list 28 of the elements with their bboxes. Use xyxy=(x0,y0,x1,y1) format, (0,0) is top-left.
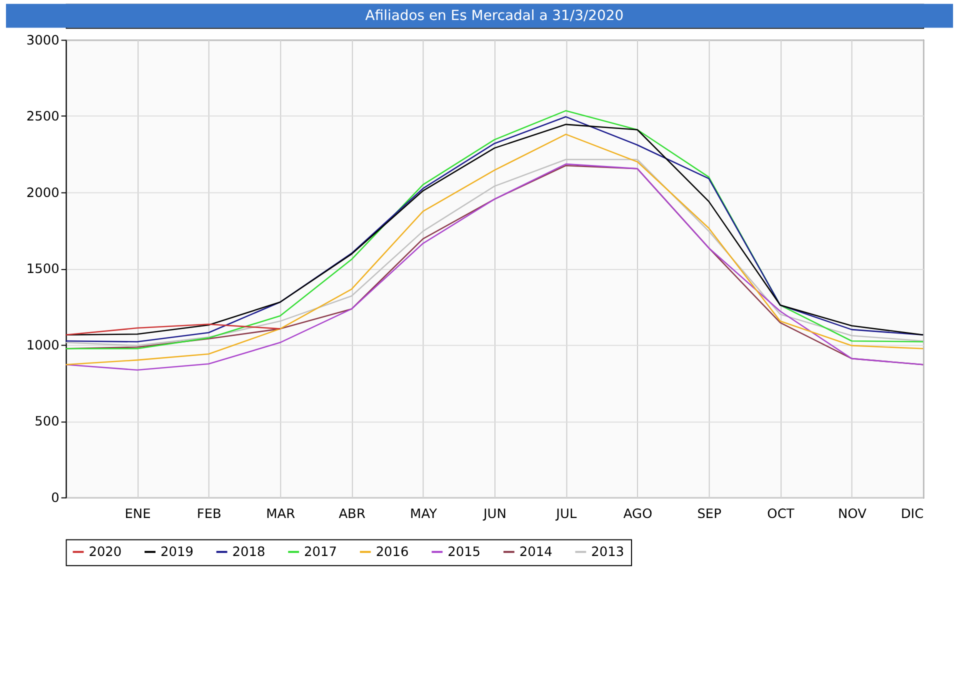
y-tick-label: 2500 xyxy=(26,110,60,125)
x-tick-label: JUN xyxy=(482,506,506,522)
x-tick-label: NOV xyxy=(838,506,867,522)
legend-label: 2016 xyxy=(376,544,409,560)
x-tick-label: MAY xyxy=(410,506,438,522)
chart-title: Afiliados en Es Mercadal a 31/3/2020 xyxy=(365,8,624,24)
legend-label: 2018 xyxy=(232,544,266,560)
x-tick-label: DIC xyxy=(900,506,924,522)
x-tick-label: JUL xyxy=(555,506,578,522)
x-tick-label: ABR xyxy=(338,506,366,522)
legend-label: 2017 xyxy=(304,544,337,560)
y-tick-label: 3000 xyxy=(26,33,60,48)
legend-label: 2014 xyxy=(519,544,552,560)
x-tick-label: FEB xyxy=(196,506,222,522)
y-tick-label: 500 xyxy=(34,414,60,430)
x-tick-label: AGO xyxy=(623,506,652,522)
y-tick-label: 1000 xyxy=(26,338,60,354)
x-tick-label: SEP xyxy=(697,506,722,522)
x-tick-label: ENE xyxy=(124,506,151,522)
legend-label: 2019 xyxy=(160,544,194,560)
legend-label: 2020 xyxy=(88,544,122,560)
y-tick-label: 0 xyxy=(51,490,60,506)
y-tick-label: 2000 xyxy=(26,186,60,201)
legend-label: 2015 xyxy=(448,544,481,560)
y-tick-label: 1500 xyxy=(26,262,60,278)
x-tick-label: OCT xyxy=(767,506,794,522)
legend-label: 2013 xyxy=(591,544,624,560)
x-tick-label: MAR xyxy=(266,506,296,522)
